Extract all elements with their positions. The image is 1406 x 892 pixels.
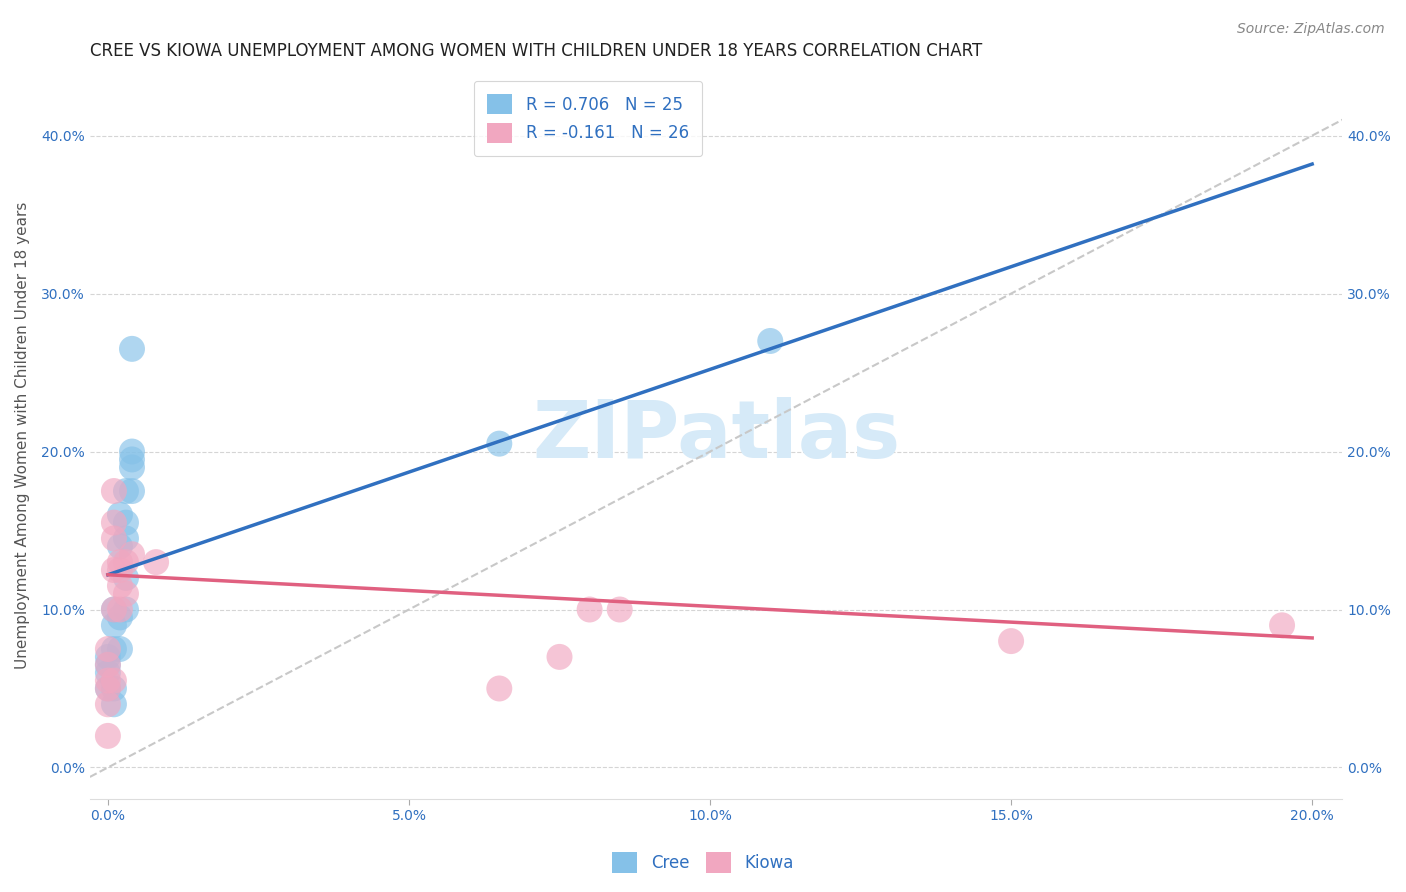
Point: [103, 673, 125, 688]
Legend: R = 0.706   N = 25, R = -0.161   N = 26: R = 0.706 N = 25, R = -0.161 N = 26: [474, 81, 702, 156]
Point: [108, 508, 131, 522]
Text: ZIPatlas: ZIPatlas: [531, 397, 900, 475]
Point: [108, 539, 131, 553]
Point: [103, 602, 125, 616]
Point: [97, 698, 120, 712]
Point: [609, 602, 631, 616]
Point: [97, 681, 120, 696]
Point: [121, 460, 143, 475]
Point: [97, 729, 120, 743]
Point: [1271, 618, 1294, 632]
Point: [97, 681, 120, 696]
Point: [115, 532, 138, 546]
Point: [103, 602, 125, 616]
Point: [121, 342, 143, 356]
Point: [103, 642, 125, 657]
Point: [1000, 634, 1022, 648]
Point: [121, 444, 143, 458]
Point: [97, 642, 120, 657]
Point: [103, 532, 125, 546]
Point: [103, 681, 125, 696]
Point: [121, 483, 143, 498]
Point: [103, 698, 125, 712]
Point: [548, 649, 571, 664]
Point: [108, 579, 131, 593]
Point: [103, 483, 125, 498]
Point: [115, 571, 138, 585]
Point: [759, 334, 782, 348]
Point: [108, 602, 131, 616]
Point: [115, 587, 138, 601]
Point: [121, 547, 143, 561]
Point: [145, 555, 167, 569]
Point: [121, 452, 143, 467]
Text: Source: ZipAtlas.com: Source: ZipAtlas.com: [1237, 22, 1385, 37]
Point: [108, 563, 131, 577]
Point: [108, 555, 131, 569]
Point: [97, 665, 120, 680]
Point: [115, 555, 138, 569]
Point: [488, 681, 510, 696]
Point: [103, 516, 125, 530]
Point: [115, 483, 138, 498]
Point: [97, 673, 120, 688]
Point: [108, 642, 131, 657]
Y-axis label: Unemployment Among Women with Children Under 18 years: Unemployment Among Women with Children U…: [15, 202, 30, 669]
Point: [488, 436, 510, 450]
Point: [97, 657, 120, 672]
Point: [97, 657, 120, 672]
Point: [103, 618, 125, 632]
Point: [97, 649, 120, 664]
Point: [108, 610, 131, 624]
Text: CREE VS KIOWA UNEMPLOYMENT AMONG WOMEN WITH CHILDREN UNDER 18 YEARS CORRELATION : CREE VS KIOWA UNEMPLOYMENT AMONG WOMEN W…: [90, 42, 983, 60]
Point: [115, 602, 138, 616]
Point: [115, 516, 138, 530]
Point: [578, 602, 600, 616]
Legend: Cree, Kiowa: Cree, Kiowa: [606, 846, 800, 880]
Point: [103, 563, 125, 577]
